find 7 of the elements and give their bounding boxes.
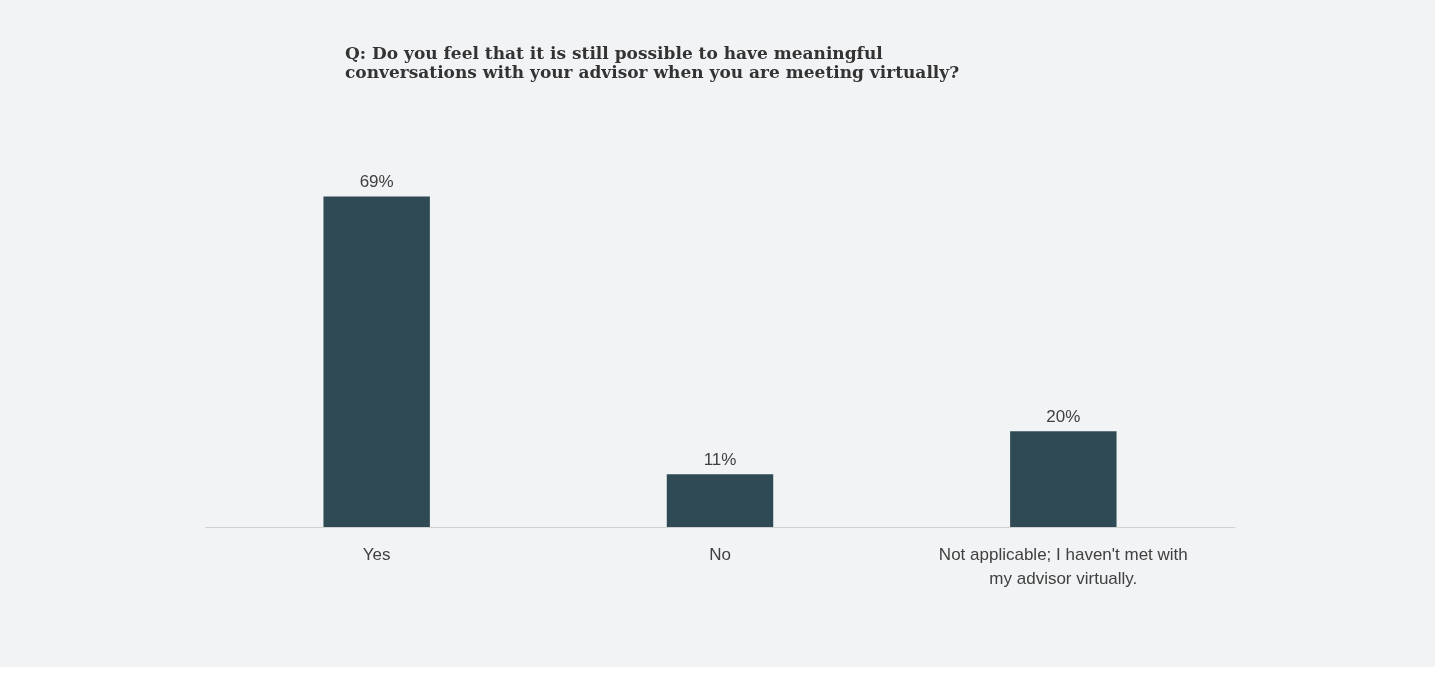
x-tick-label: Yes (362, 545, 391, 564)
data-label: 11% (703, 450, 737, 470)
x-tick-label: Not applicable; I haven't met with my advisor virtually. (938, 545, 1188, 588)
chart-title: Q: Do you feel that it is still possible to have meaningful conversations with your advisor when you are meeting virtually? (345, 43, 960, 82)
data-label: 69% (359, 172, 394, 192)
x-tick-label: No (709, 545, 731, 564)
data-label: 20% (1046, 407, 1081, 427)
